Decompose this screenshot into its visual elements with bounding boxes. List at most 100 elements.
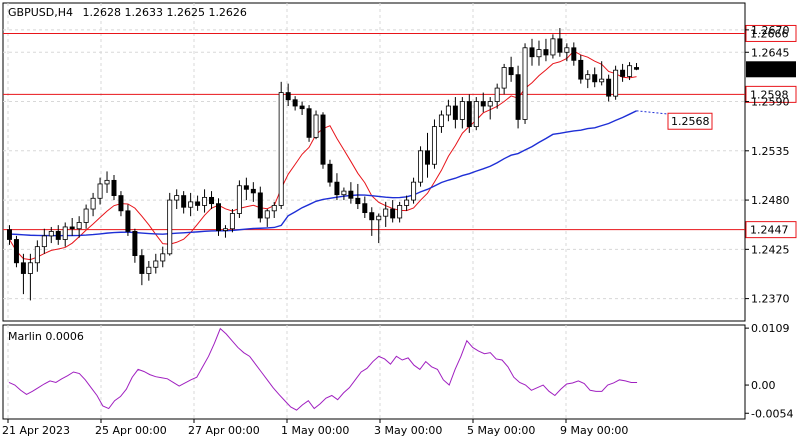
- candle-body: [195, 201, 201, 206]
- candle-body: [536, 49, 542, 58]
- price-axis: 1.2670 1.2645 1.2590 1.2535 1.2480 1.2425 1.23…: [745, 24, 796, 306]
- candle-body: [146, 266, 152, 274]
- candle-body: [278, 92, 284, 206]
- symbol-label: GBPUSD,H4 1.2628 1.2633 1.2625 1.2626: [8, 6, 247, 19]
- candle-body: [299, 105, 305, 110]
- indicator-panel-frame: [2, 324, 746, 420]
- candle-body: [153, 260, 159, 268]
- candle-body: [431, 126, 437, 165]
- candle-body: [202, 196, 208, 206]
- candle-body: [508, 67, 514, 76]
- candle-body: [620, 69, 626, 77]
- candle-body: [27, 262, 33, 274]
- candles: [6, 28, 640, 301]
- candle-body: [181, 195, 187, 208]
- candle-body: [250, 188, 256, 194]
- candle-body: [466, 101, 472, 128]
- level-label-box: [745, 24, 797, 42]
- candle-body: [425, 150, 430, 165]
- price-tick-label: 1.2590: [751, 96, 790, 109]
- candle-body: [515, 74, 521, 120]
- candle-body: [229, 213, 235, 230]
- ma-label-box: [667, 112, 713, 130]
- candle-body: [487, 101, 493, 107]
- price-tick-label: 1.2480: [751, 194, 790, 207]
- level-label-box: [745, 85, 797, 103]
- oscillator-line: [8, 327, 638, 411]
- candle-body: [174, 195, 180, 201]
- time-tick-label: 9 May 00:00: [560, 424, 628, 437]
- osc-tick-label: 0.00: [751, 379, 776, 392]
- ohlc-text: 1.2628 1.2633 1.2625 1.2626: [82, 6, 246, 19]
- price-tick-label: 1.2645: [751, 46, 790, 59]
- candle-body: [285, 92, 291, 101]
- candle-body: [592, 74, 598, 83]
- candle-body: [313, 114, 319, 138]
- candle-body: [543, 49, 549, 56]
- candle-body: [355, 197, 361, 205]
- symbol-text: GBPUSD,H4: [8, 6, 73, 19]
- candle-body: [599, 78, 605, 83]
- candle-body: [383, 208, 389, 217]
- candle-body: [139, 255, 145, 274]
- time-tick-label: 3 May 00:00: [374, 424, 442, 437]
- candle-body: [459, 101, 465, 120]
- candle-body: [118, 195, 124, 212]
- candle-body: [341, 190, 347, 196]
- candle-body: [390, 208, 396, 219]
- time-tick-label: 25 Apr 00:00: [95, 424, 167, 437]
- candle-body: [411, 181, 417, 201]
- level-lines: 1.2666 1.2598 1.2447: [3, 24, 797, 239]
- candle-body: [529, 47, 535, 58]
- candle-body: [90, 197, 96, 210]
- candle-body: [327, 163, 333, 183]
- candle-body: [20, 262, 26, 274]
- candle-body: [334, 181, 340, 196]
- candle-body: [445, 105, 451, 116]
- candle-body: [494, 87, 500, 102]
- current-price-label: 1.2626: [750, 63, 793, 76]
- candle-body: [522, 47, 528, 120]
- candle-body: [222, 228, 228, 231]
- candle-body: [418, 150, 424, 183]
- candle-body: [271, 205, 277, 212]
- time-tick-label: 1 May 00:00: [281, 424, 349, 437]
- candle-body: [167, 199, 173, 255]
- grid: [3, 3, 745, 419]
- time-tick-label: 21 Apr 2023: [2, 424, 70, 437]
- candle-body: [132, 231, 138, 257]
- candle-body: [243, 185, 249, 190]
- slow-ma-line: [9, 110, 637, 237]
- candle-body: [6, 229, 12, 240]
- level-label-box: [745, 221, 797, 239]
- candle-body: [264, 210, 270, 219]
- candle-body: [76, 222, 82, 230]
- candle-body: [627, 65, 633, 77]
- price-tick-label: 1.2370: [751, 293, 790, 306]
- level-label: 1.2598: [750, 88, 789, 101]
- price-tick-label: 1.2535: [751, 145, 790, 158]
- oscillator: 0.0109 0.00 -0.0054: [8, 322, 793, 420]
- candle-body: [48, 231, 54, 237]
- candle-body: [369, 212, 375, 221]
- price-tick-label: 1.2425: [751, 243, 790, 256]
- candle-body: [571, 47, 577, 61]
- candle-body: [13, 239, 19, 264]
- candle-body: [306, 108, 312, 138]
- candle-body: [578, 59, 584, 80]
- candle-body: [606, 78, 612, 97]
- candle-body: [634, 67, 640, 70]
- candle-body: [557, 38, 563, 53]
- candle-body: [257, 192, 263, 219]
- candle-body: [452, 105, 458, 120]
- osc-tick-label: -0.0054: [751, 407, 793, 420]
- candle-body: [216, 203, 221, 231]
- candle-body: [501, 67, 507, 89]
- time-tick-label: 5 May 00:00: [467, 424, 535, 437]
- candle-body: [550, 38, 556, 56]
- candle-body: [111, 179, 117, 196]
- candle-body: [69, 226, 75, 230]
- candle-body: [376, 215, 382, 221]
